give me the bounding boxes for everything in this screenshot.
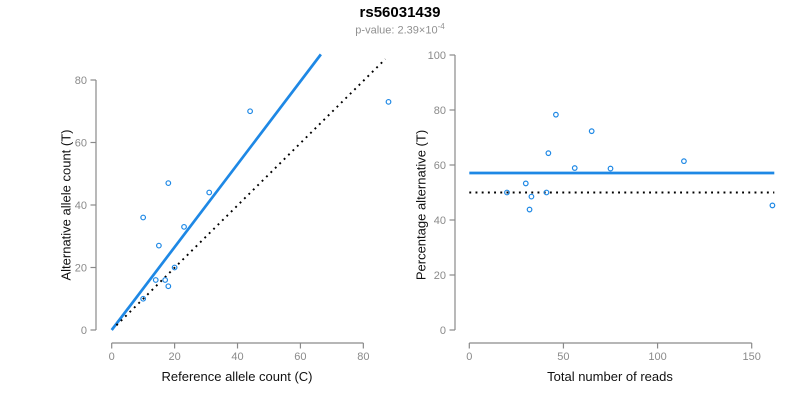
data-point: [504, 189, 510, 196]
data-point: [607, 165, 614, 172]
data-point: [247, 108, 254, 115]
y-tick-label: 40: [434, 215, 446, 227]
fitted-allelic-ratio-line: [110, 53, 322, 331]
x-tick-label: 20: [168, 351, 180, 363]
y-tick-label: 100: [428, 50, 446, 62]
x-tick-label: 80: [357, 351, 369, 363]
data-point: [165, 180, 172, 187]
y-tick-label: 0: [440, 325, 446, 337]
y-tick-label: 60: [434, 160, 446, 172]
x-tick-label: 40: [231, 351, 243, 363]
data-point: [543, 189, 550, 196]
data-point: [206, 189, 213, 196]
p-value-label: p-value: 2.39×10-4: [0, 22, 800, 37]
data-point: [165, 283, 172, 290]
data-point: [385, 98, 392, 105]
right-y-axis-label: Percentage alternative (T): [413, 129, 429, 281]
plot-title: rs56031439: [359, 4, 441, 21]
data-point: [181, 223, 187, 230]
x-tick-label: 150: [743, 351, 761, 363]
data-point: [171, 264, 178, 271]
y-tick-label: 60: [75, 137, 87, 149]
right-x-axis-label: Total number of reads: [547, 369, 673, 384]
p-value-exponent: -4: [437, 22, 445, 31]
y-tick-label: 20: [434, 270, 446, 282]
p-value-base: p-value: 2.39×10: [355, 24, 438, 37]
y-tick-label: 80: [75, 75, 87, 87]
y-tick-label: 80: [434, 105, 446, 117]
data-point: [769, 202, 776, 209]
identity-line: [115, 58, 387, 326]
x-tick-label: 100: [648, 351, 666, 363]
data-point: [545, 150, 552, 157]
data-point: [571, 165, 578, 171]
data-point: [152, 277, 159, 283]
y-tick-label: 20: [75, 262, 87, 274]
data-point: [162, 277, 169, 283]
x-tick-label: 50: [557, 351, 569, 363]
data-point: [155, 242, 162, 249]
left-x-axis-label: Reference allele count (C): [161, 369, 313, 384]
x-tick-label: 0: [466, 351, 472, 363]
y-tick-label: 40: [75, 200, 87, 212]
data-point: [528, 193, 535, 200]
data-point: [526, 206, 533, 213]
y-tick-label: 0: [81, 325, 87, 337]
x-tick-label: 0: [109, 351, 115, 363]
data-point: [140, 295, 147, 302]
data-point: [522, 180, 529, 187]
left-y-axis-label: Alternative allele count (T): [58, 129, 74, 281]
x-tick-label: 60: [294, 351, 306, 363]
data-point: [681, 158, 687, 165]
data-point: [588, 128, 595, 135]
data-point: [140, 214, 147, 221]
data-point: [553, 111, 559, 118]
